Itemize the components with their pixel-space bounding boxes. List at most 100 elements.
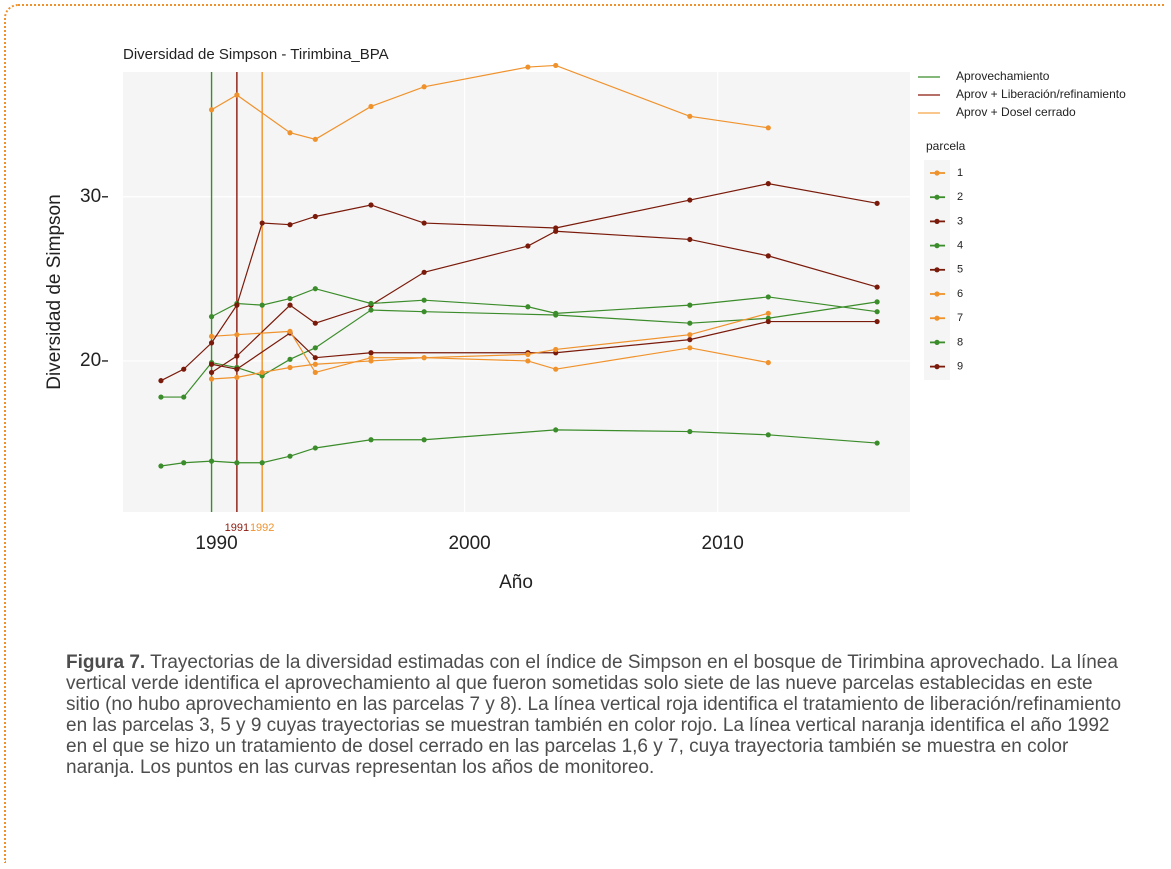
data-point bbox=[421, 437, 427, 443]
data-point bbox=[687, 332, 693, 338]
data-point bbox=[421, 297, 427, 303]
data-point bbox=[312, 355, 318, 361]
data-point bbox=[765, 318, 771, 325]
data-point bbox=[312, 361, 318, 367]
frame bbox=[4, 4, 1165, 863]
data-point bbox=[234, 460, 240, 466]
data-point bbox=[421, 220, 427, 226]
legend-label: 6 bbox=[957, 288, 963, 300]
series-line bbox=[211, 64, 769, 140]
data-point bbox=[287, 302, 293, 308]
data-point bbox=[874, 309, 880, 315]
vertical-line-label: 1992 bbox=[250, 522, 274, 534]
x-tick-label: 2000 bbox=[448, 533, 490, 554]
caption: Figura 7. Trayectorias de la diversidad … bbox=[66, 652, 1126, 778]
data-point bbox=[287, 130, 293, 136]
data-point bbox=[234, 366, 240, 372]
caption-label: Figura 7. bbox=[66, 652, 146, 673]
series-line bbox=[211, 312, 769, 374]
data-point bbox=[525, 358, 531, 364]
caption-text: Trayectorias de la diversidad estimadas … bbox=[66, 652, 1122, 778]
data-point bbox=[525, 351, 531, 357]
data-point bbox=[312, 320, 318, 326]
legend-point bbox=[934, 315, 940, 321]
data-point bbox=[259, 220, 265, 226]
y-axis-title: Diversidad de Simpson bbox=[44, 194, 65, 389]
data-point bbox=[287, 328, 293, 335]
data-point bbox=[287, 453, 293, 459]
data-point bbox=[421, 84, 427, 90]
legend-label: 2 bbox=[957, 191, 963, 203]
vertical-line-label: 1991 bbox=[225, 522, 249, 534]
data-point bbox=[525, 64, 531, 70]
legend-label: Aprov + Dosel cerrado bbox=[956, 105, 1076, 119]
x-axis-title: Año bbox=[499, 572, 533, 593]
data-point bbox=[368, 202, 374, 208]
data-point bbox=[525, 304, 531, 310]
data-point bbox=[687, 197, 693, 203]
y-tick-label: 20 bbox=[80, 350, 101, 371]
data-point bbox=[553, 366, 559, 372]
data-point bbox=[765, 359, 771, 366]
data-point bbox=[312, 345, 318, 351]
data-point bbox=[553, 225, 559, 231]
legend-label: Aprovechamiento bbox=[956, 69, 1050, 83]
data-point bbox=[368, 300, 374, 307]
x-tick-label: 2010 bbox=[702, 533, 744, 554]
data-point bbox=[368, 358, 374, 364]
legend-point bbox=[934, 267, 940, 273]
data-point bbox=[368, 350, 374, 356]
data-point bbox=[181, 366, 187, 372]
data-point bbox=[259, 302, 265, 308]
data-point bbox=[874, 440, 880, 446]
x-tick-label: 1990 bbox=[195, 533, 237, 554]
data-point bbox=[158, 463, 164, 469]
data-point bbox=[765, 253, 771, 259]
data-point bbox=[181, 460, 187, 466]
data-point bbox=[312, 286, 318, 292]
data-point bbox=[687, 320, 693, 326]
data-point bbox=[553, 427, 559, 433]
data-point bbox=[421, 269, 427, 275]
legend-point bbox=[934, 364, 940, 370]
legend-point bbox=[934, 170, 940, 176]
chart-title: Diversidad de Simpson - Tirimbina_BPA bbox=[123, 46, 389, 63]
data-point bbox=[312, 136, 318, 142]
data-point bbox=[553, 346, 559, 353]
data-point bbox=[874, 318, 880, 325]
data-point bbox=[208, 369, 215, 376]
data-point bbox=[234, 353, 240, 359]
legend-label: 9 bbox=[957, 361, 963, 373]
legend-label: 3 bbox=[957, 215, 963, 227]
legend-label: 4 bbox=[957, 240, 963, 252]
data-point bbox=[553, 310, 559, 316]
legend-point bbox=[934, 218, 940, 224]
data-point bbox=[287, 222, 293, 228]
series-line bbox=[211, 288, 878, 318]
data-point bbox=[208, 314, 215, 320]
data-point bbox=[687, 113, 693, 119]
data-point bbox=[553, 62, 559, 69]
data-point bbox=[421, 355, 427, 361]
data-point bbox=[287, 364, 293, 371]
data-point bbox=[874, 299, 880, 305]
data-point bbox=[312, 369, 318, 376]
plot-panel bbox=[123, 72, 910, 512]
legend-label: 8 bbox=[957, 336, 963, 348]
legend-label: 5 bbox=[957, 264, 963, 276]
y-tick-label: 30 bbox=[80, 186, 101, 207]
data-point bbox=[687, 337, 693, 343]
data-point bbox=[234, 374, 240, 380]
legend-point bbox=[934, 243, 940, 249]
data-point bbox=[208, 361, 215, 367]
data-point bbox=[208, 333, 215, 339]
data-point bbox=[687, 236, 693, 243]
data-point bbox=[687, 345, 693, 351]
data-point bbox=[765, 294, 771, 300]
data-point bbox=[368, 103, 374, 110]
chart: Diversidad de Simpson - Tirimbina_BPA Añ… bbox=[44, 46, 1126, 593]
data-point bbox=[234, 92, 240, 98]
data-point bbox=[765, 432, 771, 438]
legend-point bbox=[934, 339, 940, 345]
